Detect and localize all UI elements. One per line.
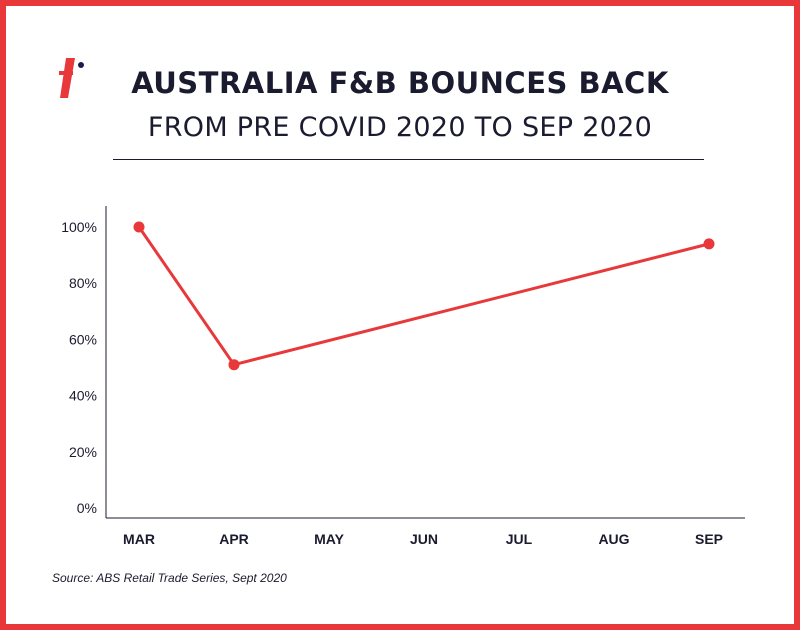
data-point bbox=[133, 221, 145, 233]
chart-subtitle: FROM PRE COVID 2020 TO SEP 2020 bbox=[147, 112, 653, 143]
y-tick-label: 40% bbox=[69, 388, 97, 404]
y-axis-ticks: 0% 20% 40% 60% 80% 100% bbox=[61, 219, 97, 516]
y-tick-label: 100% bbox=[61, 219, 97, 235]
y-tick-label: 20% bbox=[69, 444, 97, 460]
series-line bbox=[137, 226, 710, 367]
x-tick-label: JUL bbox=[506, 531, 533, 547]
y-tick-label: 80% bbox=[69, 275, 97, 291]
x-tick-label: JUN bbox=[410, 531, 438, 547]
x-tick-label: MAY bbox=[314, 531, 344, 547]
chart-series bbox=[133, 221, 715, 371]
x-tick-label: AUG bbox=[598, 531, 629, 547]
data-point bbox=[703, 238, 715, 250]
source-note: Source: ABS Retail Trade Series, Sept 20… bbox=[52, 571, 287, 585]
y-tick-label: 60% bbox=[69, 331, 97, 347]
y-tick-label: 0% bbox=[77, 500, 97, 516]
chart-title: AUSTRALIA F&B BOUNCES BACK bbox=[131, 66, 669, 100]
data-point bbox=[228, 359, 240, 371]
x-tick-label: SEP bbox=[695, 531, 723, 547]
x-axis-ticks: MAR APR MAY JUN JUL AUG SEP bbox=[123, 531, 723, 547]
brand-logo-icon bbox=[59, 58, 84, 98]
chart-axes bbox=[105, 206, 745, 519]
x-tick-label: MAR bbox=[123, 531, 155, 547]
title-divider bbox=[113, 159, 704, 160]
x-tick-label: APR bbox=[219, 531, 249, 547]
